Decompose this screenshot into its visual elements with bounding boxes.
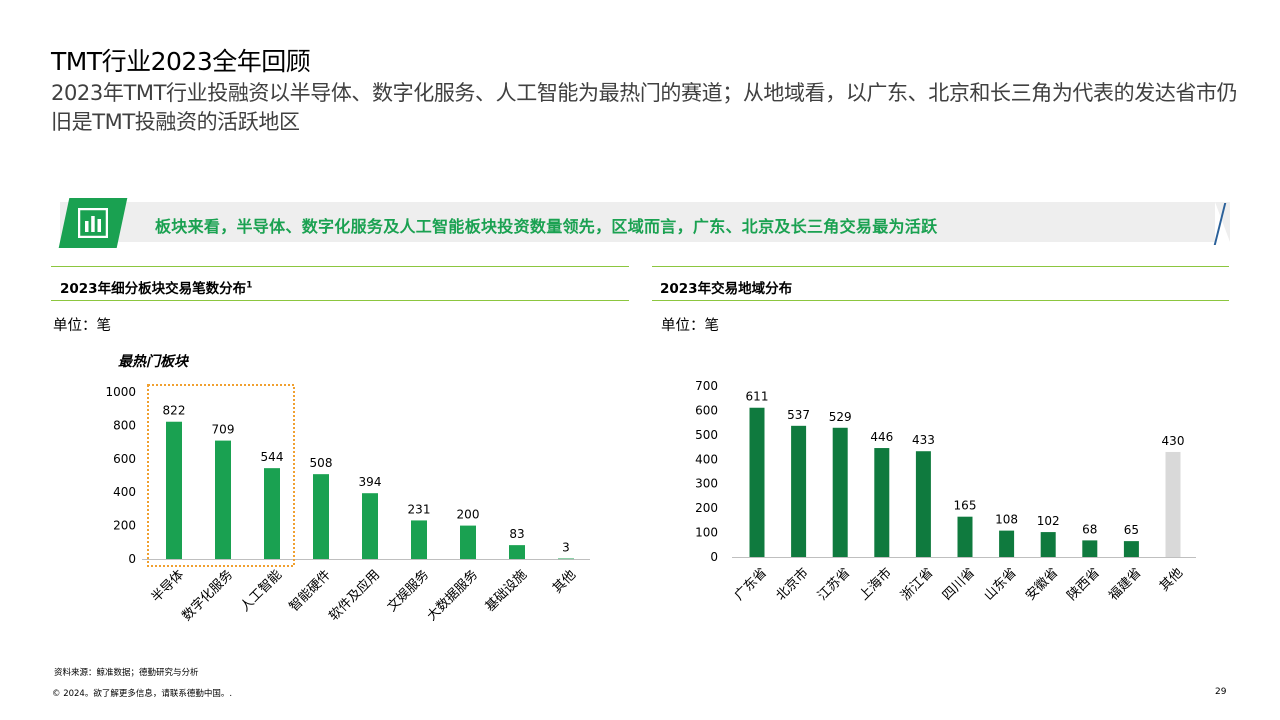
region-data-label: 446: [870, 430, 893, 444]
region-bar: [832, 427, 848, 557]
region-data-label: 102: [1037, 514, 1060, 528]
sector-bar: [215, 440, 231, 559]
sector-category-label: 软件及应用: [326, 567, 383, 624]
sector-data-label: 822: [163, 404, 186, 418]
sector-bar: [558, 558, 574, 560]
left-section-bottom-line: [51, 300, 629, 301]
region-data-label: 430: [1162, 434, 1185, 448]
region-ytick-label: 0: [710, 550, 718, 564]
region-bar: [791, 425, 807, 557]
right-section-top-line: [652, 266, 1229, 267]
region-data-label: 68: [1082, 522, 1097, 536]
sector-category-label: 半导体: [149, 567, 187, 605]
sector-bar: [411, 520, 427, 559]
region-category-label: 北京市: [773, 565, 812, 604]
sector-ytick-label: 600: [113, 452, 136, 466]
sector-category-label: 大数据服务: [424, 567, 481, 624]
sector-data-label: 544: [261, 450, 284, 464]
sector-bar: [264, 468, 280, 559]
region-data-label: 165: [954, 499, 977, 513]
region-category-label: 江苏省: [814, 565, 853, 604]
region-ytick-label: 300: [695, 477, 718, 491]
right-chart-title: 2023年交易地域分布: [660, 281, 793, 297]
hot-sector-highlight-box: [147, 384, 295, 567]
region-bar: [915, 451, 931, 557]
sector-bar: [362, 493, 378, 559]
bar-chart-icon: [58, 198, 128, 248]
sector-ytick-label: 800: [113, 418, 136, 432]
region-bar: [1082, 540, 1098, 557]
region-category-label: 浙江省: [898, 565, 936, 603]
sector-ytick-label: 200: [113, 519, 136, 533]
region-ytick-label: 600: [695, 403, 718, 417]
region-data-label: 65: [1124, 523, 1139, 537]
region-ytick-label: 100: [695, 526, 718, 540]
region-data-label: 611: [746, 390, 769, 404]
sector-bar: [460, 525, 476, 559]
left-section-top-line: [51, 266, 629, 267]
sector-bar: [166, 421, 182, 559]
sector-ytick-label: 400: [113, 485, 136, 499]
copyright-note: © 2024。欲了解更多信息，请联系德勤中国。.: [52, 689, 233, 699]
region-ytick-label: 500: [695, 428, 718, 442]
region-category-label: 四川省: [940, 565, 978, 603]
region-bar: [1040, 532, 1056, 557]
sector-ytick-label: 0: [128, 552, 136, 566]
hot-sector-label: 最热门板块: [118, 354, 188, 370]
region-bar: [957, 516, 973, 557]
sector-category-label: 人工智能: [238, 567, 285, 614]
region-category-label: 安徽省: [1023, 565, 1061, 603]
region-category-label: 其他: [1157, 565, 1186, 594]
sector-data-label: 83: [509, 527, 524, 541]
sector-category-label: 文娱服务: [384, 567, 432, 615]
right-unit-label: 单位：笔: [661, 318, 719, 334]
footnote-mark: 1: [246, 280, 253, 291]
region-bar: [1123, 541, 1139, 557]
region-ytick-label: 400: [695, 452, 718, 466]
region-ytick-label: 700: [695, 379, 718, 393]
sector-data-label: 200: [457, 508, 480, 522]
sector-category-label: 智能硬件: [287, 567, 334, 614]
left-unit-label: 单位：笔: [53, 318, 111, 334]
region-bar: [999, 530, 1015, 557]
sector-category-label: 基础设施: [483, 567, 530, 614]
page-subtitle: 2023年TMT行业投融资以半导体、数字化服务、人工智能为最热门的赛道；从地域看…: [51, 81, 1238, 134]
region-data-label: 108: [995, 513, 1018, 527]
region-category-label: 上海市: [856, 565, 895, 604]
sector-data-label: 709: [212, 423, 235, 437]
sector-bar: [313, 474, 329, 559]
sector-data-label: 3: [562, 540, 570, 554]
page-title: TMT行业2023全年回顾: [51, 47, 311, 76]
region-category-label: 山东省: [981, 565, 1019, 603]
sector-data-label: 394: [359, 475, 382, 489]
sector-data-label: 231: [408, 502, 431, 516]
sector-data-label: 508: [310, 456, 333, 470]
region-category-label: 广东省: [732, 565, 770, 603]
region-data-label: 529: [829, 410, 852, 424]
source-note: 资料来源：鲸准数据；德勤研究与分析: [54, 668, 199, 678]
banner-text: 板块来看，半导体、数字化服务及人工智能板块投资数量领先，区域而言，广东、北京及长…: [155, 217, 938, 236]
right-section-bottom-line: [652, 300, 1229, 301]
sector-ytick-label: 1000: [105, 385, 136, 399]
sector-category-label: 数字化服务: [179, 567, 236, 624]
region-category-label: 陕西省: [1065, 565, 1103, 603]
sector-bar: [509, 545, 525, 559]
region-category-label: 福建省: [1106, 565, 1144, 603]
region-bar: [1165, 451, 1181, 557]
region-bar: [749, 407, 765, 557]
left-chart-title: 2023年细分板块交易笔数分布1: [60, 280, 253, 298]
region-data-label: 537: [787, 408, 810, 422]
sector-category-label: 其他: [550, 567, 579, 596]
page-number: 29: [1215, 687, 1227, 697]
key-finding-banner: [60, 202, 1230, 242]
region-data-label: 433: [912, 433, 935, 447]
region-bar: [874, 448, 890, 557]
region-ytick-label: 200: [695, 501, 718, 515]
